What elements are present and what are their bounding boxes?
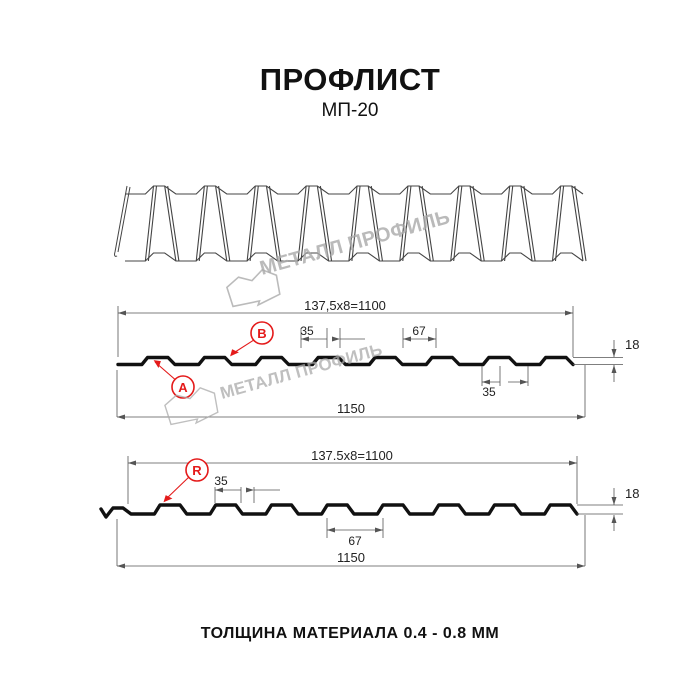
- svg-text:R: R: [192, 463, 202, 478]
- svg-text:35: 35: [482, 385, 496, 399]
- svg-text:МЕТАЛЛ ПРОФИЛЬ: МЕТАЛЛ ПРОФИЛЬ: [257, 206, 452, 280]
- svg-text:137,5x8=1100: 137,5x8=1100: [304, 298, 386, 313]
- svg-text:137.5x8=1100: 137.5x8=1100: [311, 448, 393, 463]
- svg-text:67: 67: [412, 324, 426, 338]
- svg-text:18: 18: [625, 337, 639, 352]
- svg-text:A: A: [178, 380, 188, 395]
- svg-text:МЕТАЛЛ ПРОФИЛЬ: МЕТАЛЛ ПРОФИЛЬ: [218, 340, 385, 403]
- svg-text:1150: 1150: [337, 550, 365, 565]
- svg-text:35: 35: [214, 474, 228, 488]
- svg-text:B: B: [257, 326, 266, 341]
- svg-text:1150: 1150: [337, 401, 365, 416]
- svg-text:67: 67: [348, 534, 362, 548]
- svg-text:35: 35: [300, 324, 314, 338]
- svg-text:18: 18: [625, 486, 639, 501]
